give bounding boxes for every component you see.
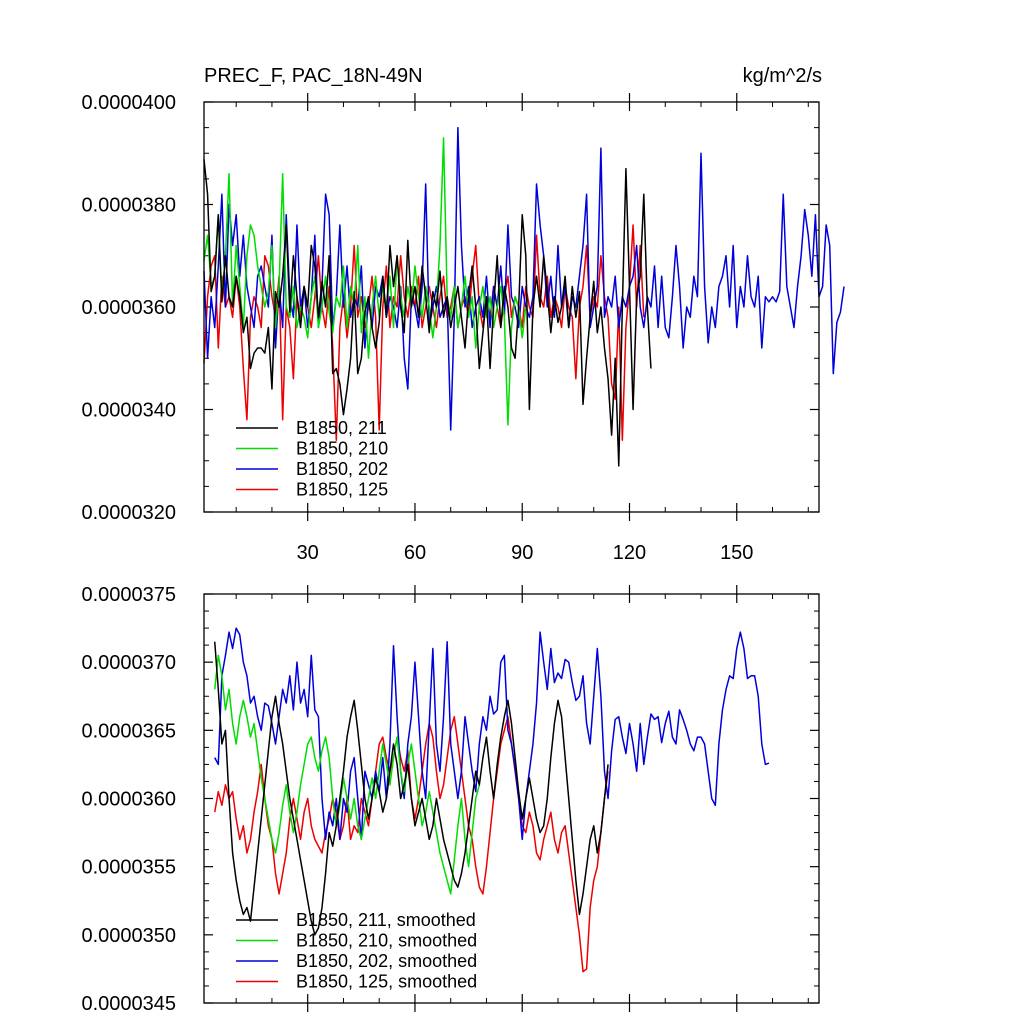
y-tick-label: 0.0000360 [81,297,176,319]
y-tick-label: 0.0000320 [81,502,176,524]
y-tick-label: 0.0000340 [81,400,176,422]
top-panel: PREC_F, PAC_18N-49N kg/m^2/s 0.00003200.… [81,65,845,564]
series-line-B1850_210 [213,654,481,895]
series-line-B1850_202 [203,126,845,431]
y-tick-label: 0.0000365 [81,720,176,742]
y-axis: 0.0000320 0.0000340 0.0000360 0.0000380 0.00… [81,92,819,524]
y-tick-label: 0.0000375 [81,584,176,606]
x-tick-label: 150 [720,542,753,564]
series-line-B1850_211 [203,159,652,467]
plot-frame [203,593,820,1004]
x-tick-label: 90 [511,542,533,564]
x-tick-label: 120 [613,542,646,564]
x-axis [235,585,809,1012]
series-line-B1850_202 [214,627,770,841]
legend-label: B1850, 211 [296,418,387,438]
y-tick-label: 0.0000370 [81,652,176,674]
legend-label: B1850, 202, smoothed [296,951,477,971]
y-tick-label: 0.0000360 [81,789,176,811]
series-line-B1850_211 [213,641,609,936]
legend-label: B1850, 202 [296,459,388,479]
legend-label: B1850, 125, smoothed [296,972,477,992]
chart-title: PREC_F, PAC_18N-49N [204,65,423,87]
x-tick-label: 30 [297,542,319,564]
y-tick-label: 0.0000345 [81,993,176,1015]
series-line-B1850_210 [203,137,527,426]
series-lines [203,126,845,467]
bottom-panel: 0.0000345 0.0000350 0.0000355 0.0000360 0.00… [81,584,820,1015]
legend-label: B1850, 211, smoothed [296,910,476,930]
y-tick-label: 0.0000355 [81,857,176,879]
legend-label: B1850, 210 [296,439,388,459]
x-tick-label: 60 [404,542,426,564]
y-axis: 0.0000345 0.0000350 0.0000355 0.0000360 0.00… [81,584,819,1015]
y-tick-label: 0.0000380 [81,195,176,217]
y-tick-label: 0.0000400 [81,92,176,114]
x-axis: 30 60 90 120 150 [235,93,809,564]
chart-units: kg/m^2/s [743,65,822,87]
legend-label: B1850, 125 [296,480,388,500]
series-line-B1850_125 [203,224,645,441]
legend-label: B1850, 210, smoothed [296,931,477,951]
series-lines [213,627,770,973]
plot-frame [203,101,820,513]
y-tick-label: 0.0000350 [81,925,176,947]
